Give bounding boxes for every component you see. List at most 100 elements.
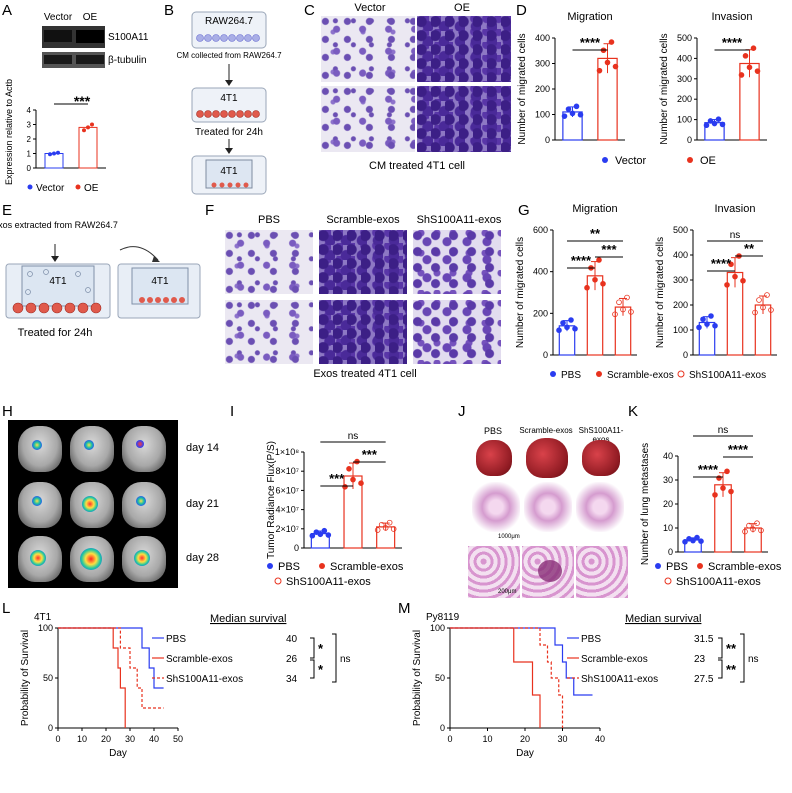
L-sig-3: ns xyxy=(340,654,351,665)
panel-e: Exos extracted from RAW264.7 4T1 Treated… xyxy=(0,220,201,339)
M-median-0: 31.5 xyxy=(694,634,714,645)
point-2-2 xyxy=(620,306,626,313)
point-1-4 xyxy=(358,480,364,486)
h-mouse-21-1 xyxy=(18,482,62,528)
y-tick-label: 200 xyxy=(533,308,548,318)
M-sig-1: ** xyxy=(726,641,737,656)
y-tick-label: 0 xyxy=(294,543,299,553)
j-zoom-sh xyxy=(576,546,628,598)
y-tick-label: 300 xyxy=(535,59,550,69)
point-1-1 xyxy=(728,261,734,268)
b-cm-text: CM collected from RAW264.7 xyxy=(176,51,282,60)
L-y-label: Probability of Survival xyxy=(20,630,31,726)
M-curve-0 xyxy=(450,627,593,696)
point-2-1 xyxy=(746,522,752,529)
L-curve-1 xyxy=(58,627,126,728)
y-tick-label: 0 xyxy=(668,547,673,557)
g-inv-sig-1-label: **** xyxy=(711,256,732,271)
point-0-1 xyxy=(565,106,572,112)
f-caption: Exos treated 4T1 cell xyxy=(313,368,417,380)
point-0-4 xyxy=(325,532,332,538)
point-2-2 xyxy=(382,525,389,531)
y-tick-label: 400 xyxy=(535,33,550,43)
L-bracket-3 xyxy=(332,633,337,683)
y-tick-label: 2×10⁷ xyxy=(275,524,299,534)
M-sig-2: ** xyxy=(726,662,737,677)
panel-f: PBS Scramble-exos ShS100A11-exos Exos tr… xyxy=(215,200,515,400)
g-mig-sig-2-label: ** xyxy=(590,226,601,241)
panel-label-b: B xyxy=(164,2,175,19)
k-sig-3-label: **** xyxy=(728,442,749,457)
a-y-tick-label: 0 xyxy=(27,164,32,173)
a-point-0-2 xyxy=(56,150,60,155)
y-tick-label: 400 xyxy=(677,53,692,63)
point-1-0 xyxy=(584,284,590,291)
y-tick-label: 0 xyxy=(543,350,548,360)
point-2-0 xyxy=(374,527,381,533)
point-0-2 xyxy=(711,120,718,127)
M-x-label: Day xyxy=(516,748,534,759)
point-2-4 xyxy=(390,526,397,532)
j-he-sh xyxy=(576,482,624,532)
y-tick-label: 500 xyxy=(677,33,692,43)
M-bracket-1 xyxy=(718,637,723,659)
L-median-2: 34 xyxy=(286,674,298,685)
y-tick-label: 10 xyxy=(663,523,673,533)
L-sig-2: * xyxy=(318,662,324,677)
L-legend-0: PBS xyxy=(166,634,186,645)
panel-l: 4T1 0 50 100 0 10 20 30 40 50 Probability of Survi… xyxy=(20,612,351,759)
y-axis-label: Number of migrated cells xyxy=(515,237,526,348)
point-2-3 xyxy=(624,294,630,301)
y-tick-label: 20 xyxy=(663,499,673,509)
e-curved-arrowhead xyxy=(152,256,160,262)
chart-title: Invasion xyxy=(715,203,756,215)
c-img-oe-2 xyxy=(417,86,511,152)
d-legend-oe: OE xyxy=(700,155,716,167)
a-y-tick-label: 1 xyxy=(27,150,32,159)
panel-b: RAW264.7 CM collected from RAW264.7 4T1 … xyxy=(176,11,282,195)
M-x-tick-label: 10 xyxy=(482,734,492,744)
f-img-pbs-2 xyxy=(225,300,313,364)
c-col-vector: Vector xyxy=(354,2,386,14)
e-arrowhead xyxy=(51,256,59,262)
a-bar-0 xyxy=(44,153,64,169)
M-legend-2: ShS100A11-exos xyxy=(581,674,658,685)
point-0-2 xyxy=(704,321,710,327)
point-2-0 xyxy=(612,311,618,318)
j-zoom-pbs xyxy=(468,546,520,598)
g-legend-pbs: PBS xyxy=(561,370,581,381)
h-mouse-14-2 xyxy=(70,426,114,472)
point-1-2 xyxy=(746,64,753,71)
y-tick-label: 400 xyxy=(673,250,688,260)
g-mig-sig-1-label: **** xyxy=(571,253,592,268)
panel-label-f: F xyxy=(205,202,215,219)
panel-label-e: E xyxy=(2,202,13,219)
b-top-label: RAW264.7 xyxy=(205,16,253,27)
j-lung-pbs xyxy=(476,440,512,476)
f-col-sh: ShS100A11-exos xyxy=(416,214,502,226)
L-curve-2 xyxy=(58,627,164,709)
i-sig-1-label: *** xyxy=(329,471,345,486)
f-col-scramble: Scramble-exos xyxy=(326,214,400,226)
L-sig-1: * xyxy=(318,641,324,656)
point-2-0 xyxy=(752,309,758,316)
j-he-scr xyxy=(524,482,572,532)
i-legend-dot-sh xyxy=(274,577,282,585)
L-median-header: Median survival xyxy=(210,613,286,625)
g-legend-dot-sh xyxy=(677,370,685,378)
a-point-1-1 xyxy=(86,125,90,130)
a-y-tick-label: 2 xyxy=(27,135,32,144)
j-col-sh: ShS100A11-exos xyxy=(578,426,624,444)
c-img-oe-1 xyxy=(417,16,511,82)
L-title: 4T1 xyxy=(34,612,52,623)
panel-label-a: A xyxy=(2,2,13,19)
y-tick-label: 200 xyxy=(673,300,688,310)
y-tick-label: 200 xyxy=(535,84,550,94)
L-x-label: Day xyxy=(109,748,127,759)
M-x-tick-label: 40 xyxy=(595,734,605,744)
h-ivis-bg xyxy=(8,420,178,588)
panel-label-k: K xyxy=(628,403,639,420)
k-legend-sh: ShS100A11-exos xyxy=(676,576,761,588)
y-axis-label: Number of migrated cells xyxy=(659,33,670,144)
f-img-sh-1 xyxy=(413,230,501,294)
